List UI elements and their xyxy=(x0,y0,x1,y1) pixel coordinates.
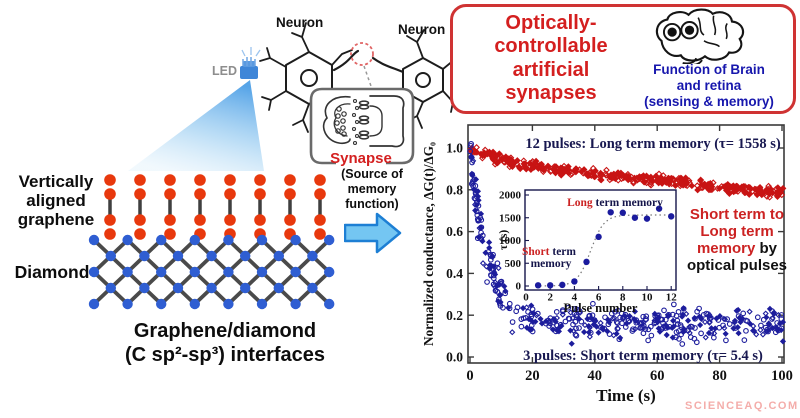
inset-point xyxy=(631,214,639,221)
postsynaptic-terminal xyxy=(369,95,405,148)
neuron-right xyxy=(380,29,455,129)
inset-y-label: τ (s) xyxy=(498,230,510,250)
right-arrow-icon xyxy=(344,212,402,254)
inset-point xyxy=(595,233,602,241)
neurons-svg xyxy=(259,22,455,133)
x-tick-label: 60 xyxy=(650,368,665,384)
inset-point xyxy=(583,258,590,266)
series-short-term-memory xyxy=(467,140,787,347)
x-tick-label: 80 xyxy=(712,368,727,384)
presynaptic-terminal xyxy=(322,96,351,145)
synapse-highlight-circle xyxy=(350,42,374,66)
concept-caption-line: and retina xyxy=(676,77,742,93)
y-tick-label: 0.6 xyxy=(446,224,463,239)
interface-caption-line1: Graphene/diamond xyxy=(133,320,317,342)
inset-point xyxy=(559,281,566,289)
series-long-term-memory xyxy=(467,143,787,201)
inset-x-tick: 2 xyxy=(547,292,553,304)
receptors xyxy=(358,100,370,140)
x-tick-label: 20 xyxy=(525,368,540,384)
vesicles xyxy=(334,106,347,137)
y-tick-label: 1.0 xyxy=(446,141,463,156)
light-cone xyxy=(128,80,264,171)
svg-text:Long term: Long term xyxy=(700,223,773,240)
y-tick-label: 0.8 xyxy=(446,182,463,197)
inset-point xyxy=(571,278,578,285)
concept-title-line: Optically- xyxy=(505,12,597,34)
inset-x-tick: 8 xyxy=(620,292,626,304)
postsynaptic-terminal xyxy=(369,105,383,137)
concept-caption-line: (sensing & memory) xyxy=(644,93,774,109)
x-axis-label: Time (s) xyxy=(596,386,656,405)
inset-y-tick: 2000 xyxy=(499,190,522,202)
neuron-label-left: Neuron xyxy=(276,15,324,30)
y-tick-label: 0.2 xyxy=(446,308,463,323)
diamond-label: Diamond xyxy=(14,262,90,282)
synapse-box-bracket xyxy=(309,87,415,165)
diamond-lattice xyxy=(88,234,335,310)
inset-x-tick: 0 xyxy=(523,292,529,304)
synapse-sublabel: (Source of memory function) xyxy=(341,167,403,211)
zoom-pointer-line xyxy=(363,65,372,87)
brain-with-eyes-icon xyxy=(655,8,745,64)
inset-plot: 0 2 4 6 8 10 12 0 500 1000 1500 2000 Pulse number τ (… xyxy=(498,189,678,315)
long-term-label: 12 pulses: Long term memory (τ= 1558 s) xyxy=(525,136,781,152)
inset-short-label: Short term xyxy=(522,246,576,258)
inset-x-tick: 6 xyxy=(596,292,602,304)
inset-point xyxy=(619,209,626,216)
led-icon xyxy=(240,47,261,79)
inset-short-label: memory xyxy=(531,258,572,270)
x-tick-label: 100 xyxy=(771,368,793,384)
synapse-box-svg xyxy=(309,87,415,165)
graphene-pillars xyxy=(104,174,326,240)
inset-point xyxy=(547,282,554,289)
inset-x-tick: 4 xyxy=(572,292,578,304)
watermark: SCIENCEAQ.COM xyxy=(685,400,799,412)
neurotransmitters xyxy=(351,98,360,146)
inset-point xyxy=(607,209,614,216)
led-label: LED xyxy=(212,64,237,78)
graphene-label: Vertically aligned graphene xyxy=(17,172,95,230)
concept-title-line: controllable xyxy=(494,35,608,58)
inset-point xyxy=(643,215,651,222)
concept-title: Optically- controllable artificial synap… xyxy=(465,12,637,106)
axon xyxy=(332,49,360,72)
x-tick-label: 0 xyxy=(466,368,473,384)
inset-y-tick: 1000 xyxy=(499,235,522,247)
y-tick-label: 0.4 xyxy=(446,266,463,281)
inset-x-tick: 10 xyxy=(642,292,654,304)
inset-point xyxy=(668,213,675,220)
concept-caption: Function of Brain and retina (sensing & … xyxy=(629,62,789,109)
inset-point xyxy=(534,282,542,289)
svg-text:optical pulses: optical pulses xyxy=(687,257,787,274)
neuron-label-right: Neuron xyxy=(398,22,446,37)
svg-text:memory by: memory by xyxy=(697,240,778,257)
y-axis-label: Normalized conductance, ΔG(t)/ΔG₀ xyxy=(421,142,436,346)
synapse-label: Synapse xyxy=(330,150,392,167)
axon xyxy=(371,56,405,74)
short-term-label: 3 pulses: Short term memory (τ= 5.4 s) xyxy=(523,348,763,364)
svg-text:Short term to: Short term to xyxy=(690,206,784,223)
inset-y-tick: 1500 xyxy=(499,212,522,224)
inset-y-tick: 500 xyxy=(505,258,522,270)
inset-x-label: Pulse number xyxy=(564,301,638,315)
y-tick-label: 0.0 xyxy=(446,350,463,365)
concept-box: Optically- controllable artificial synap… xyxy=(450,4,796,114)
inset-long-label: Long term memory xyxy=(567,197,663,209)
interface-caption-line2: (C sp²-sp³) interfaces xyxy=(124,344,326,366)
inset-x-tick: 12 xyxy=(666,292,678,304)
inset-y-tick: 0 xyxy=(516,281,522,293)
x-tick-label: 40 xyxy=(588,368,603,384)
inset-point xyxy=(655,205,663,212)
concept-caption-line: Function of Brain xyxy=(653,62,765,77)
concept-title-line: synapses xyxy=(505,82,597,105)
concept-title-line: artificial xyxy=(512,58,590,81)
